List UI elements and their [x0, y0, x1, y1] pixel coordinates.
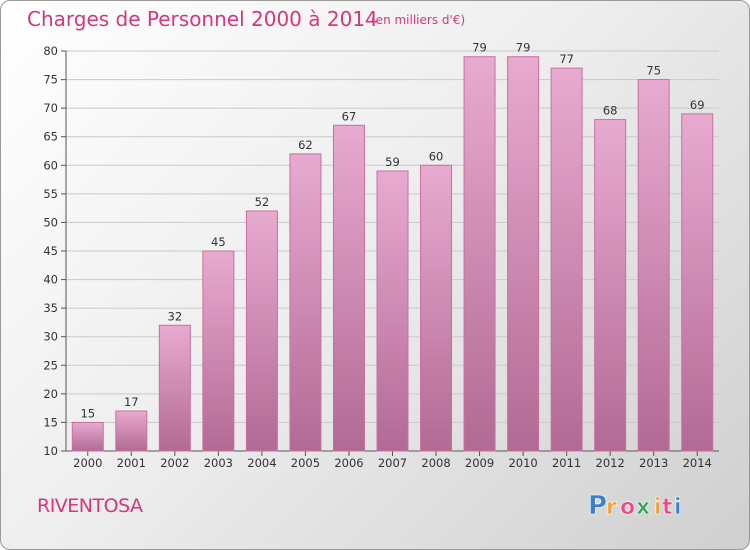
value-label-2002: 32: [168, 309, 183, 323]
bar-2009: [463, 56, 496, 452]
x-tick-label-2004: 2004: [247, 456, 276, 470]
chart-subtitle: (en milliers d'€): [371, 13, 466, 27]
x-tick-label-2008: 2008: [421, 456, 450, 470]
proxiti-logo: Pr o x i t i: [588, 491, 682, 520]
x-tick-label-2007: 2007: [378, 456, 407, 470]
data-labels: 15 17 32 45 52 62 67 59 60 79 79 77 68 75 69: [80, 41, 704, 421]
bar-2013: [637, 79, 670, 452]
value-label-2001: 17: [124, 395, 139, 409]
x-tick-label-2014: 2014: [683, 456, 712, 470]
bar-2014: [681, 113, 714, 452]
value-label-2003: 45: [211, 235, 226, 249]
logo-letter: P: [588, 491, 607, 520]
value-label-2005: 62: [298, 138, 313, 152]
y-tick-label: 70: [43, 101, 58, 115]
x-tick-label-2000: 2000: [73, 456, 102, 470]
x-tick-label-2003: 2003: [204, 456, 233, 470]
value-label-2014: 69: [690, 98, 705, 112]
bar-2000: [71, 421, 104, 452]
x-tick-label-2012: 2012: [596, 456, 625, 470]
value-label-2000: 15: [80, 406, 95, 420]
bar-2002: [158, 324, 191, 452]
bar-2003: [202, 250, 235, 452]
y-tick-label: 45: [43, 244, 58, 258]
y-tick-label: 65: [43, 130, 58, 144]
bar-2007: [376, 170, 409, 452]
bar-2011: [550, 67, 583, 452]
bar-2001: [115, 410, 148, 452]
bar-2006: [332, 124, 365, 452]
bar-2008: [420, 164, 453, 452]
bar-2012: [594, 119, 627, 452]
x-tick-label-2005: 2005: [291, 456, 320, 470]
bar-2005: [289, 153, 322, 452]
y-tick-label: 75: [43, 73, 58, 87]
logo-letter: x: [636, 495, 650, 520]
y-tick-label: 40: [43, 273, 58, 287]
logo-letter: i: [674, 495, 682, 520]
value-label-2010: 79: [516, 41, 531, 55]
x-tick-label-2011: 2011: [552, 456, 581, 470]
value-label-2008: 60: [429, 149, 444, 163]
value-label-2013: 75: [646, 64, 661, 78]
x-tick-label-2006: 2006: [334, 456, 363, 470]
logo-letter: o: [620, 495, 635, 520]
value-label-2011: 77: [559, 52, 574, 66]
value-label-2004: 52: [255, 195, 270, 209]
y-tick-label: 50: [43, 215, 58, 229]
y-tick-label: 60: [43, 158, 58, 172]
y-tick-label: 20: [43, 387, 58, 401]
value-label-2006: 67: [342, 109, 357, 123]
logo-letter: r: [606, 495, 617, 520]
town-name: RIVENTOSA: [37, 495, 143, 517]
x-tick-label-2010: 2010: [508, 456, 537, 470]
y-tick-label: 25: [43, 358, 58, 372]
y-tick-label: 80: [43, 44, 58, 58]
y-tick-label: 30: [43, 330, 58, 344]
x-tick-label-2002: 2002: [160, 456, 189, 470]
logo-letter: i: [654, 495, 662, 520]
x-tick-label-2009: 2009: [465, 456, 494, 470]
bar-2010: [507, 56, 540, 452]
y-tick-label: 55: [43, 187, 58, 201]
x-tick-label-2013: 2013: [639, 456, 668, 470]
y-tick-label: 10: [43, 444, 58, 458]
y-tick-label: 15: [43, 415, 58, 429]
y-tick-label: 35: [43, 301, 58, 315]
value-label-2012: 68: [603, 104, 618, 118]
bar-2004: [245, 210, 278, 452]
chart-title: Charges de Personnel 2000 à 2014: [27, 7, 378, 31]
value-label-2007: 59: [385, 155, 400, 169]
bars: [71, 56, 714, 452]
value-label-2009: 79: [472, 41, 487, 55]
logo-letter: t: [662, 495, 673, 520]
x-tick-label-2001: 2001: [117, 456, 146, 470]
